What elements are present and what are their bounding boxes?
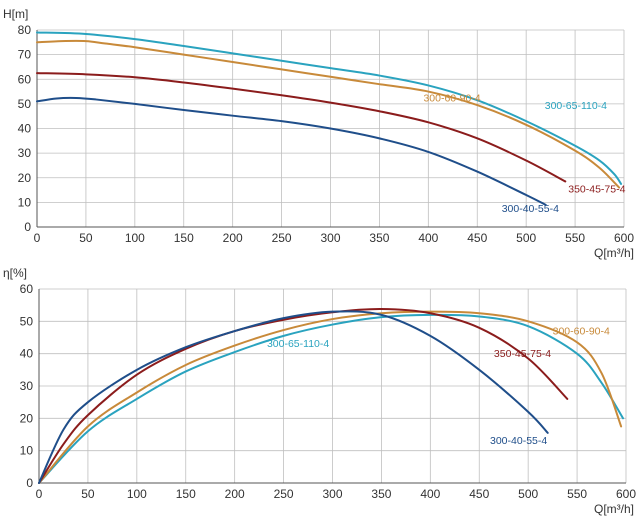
x-tick-label: 550 [565, 231, 585, 245]
series-label-300-40-55-4: 300-40-55-4 [490, 435, 547, 447]
x-tick-label: 0 [34, 231, 41, 245]
x-tick-label: 50 [79, 231, 93, 245]
x-tick-label: 100 [127, 487, 147, 501]
x-tick-label: 500 [518, 487, 538, 501]
x-tick-label: 400 [420, 487, 440, 501]
x-tick-label: 200 [225, 487, 245, 501]
x-axis-label: Q[m³/h] [594, 502, 634, 516]
x-tick-label: 300 [320, 231, 340, 245]
series-line-350-45-75-4 [38, 308, 569, 484]
y-tick-label: 10 [18, 195, 32, 209]
x-tick-label: 550 [567, 487, 587, 501]
y-tick-label: 40 [20, 347, 34, 361]
series-line-300-65-110-4 [38, 313, 625, 484]
y-tick-label: 20 [20, 411, 34, 425]
x-tick-label: 600 [614, 231, 634, 245]
y-tick-label: 0 [24, 220, 31, 234]
x-tick-label: 150 [174, 231, 194, 245]
x-tick-label: 500 [516, 231, 536, 245]
y-tick-label: 80 [18, 23, 32, 37]
chart-panel-efficiency: 0 50 100 150 200 250 300 350 400 450 500 550 600 0 10 2… [3, 266, 636, 516]
series-label-300-65-110-4: 300-65-110-4 [267, 338, 329, 350]
x-tick-label: 300 [322, 487, 342, 501]
x-tick-label: 0 [36, 487, 43, 501]
x-tick-label: 600 [616, 487, 636, 501]
series-label-300-60-90-4: 300-60-90-4 [423, 92, 480, 104]
x-tick-label: 150 [176, 487, 196, 501]
y-axis-label: H[m] [3, 7, 28, 21]
x-tick-label: 350 [371, 487, 391, 501]
x-tick-label: 450 [469, 487, 489, 501]
y-tick-label: 0 [26, 476, 33, 490]
x-tick-label: 100 [125, 231, 145, 245]
y-tick-label: 50 [18, 97, 32, 111]
y-tick-label: 30 [18, 146, 32, 160]
y-tick-label: 60 [18, 72, 32, 86]
x-tick-label: 250 [272, 231, 292, 245]
series-line-300-40-55-4 [36, 96, 547, 206]
x-tick-label: 200 [223, 231, 243, 245]
y-tick-label: 60 [20, 282, 34, 296]
x-axis-label: Q[m³/h] [594, 246, 634, 260]
y-tick-label: 50 [20, 314, 34, 328]
series-line-300-60-90-4 [36, 39, 621, 189]
chart-panel-head: 0 50 100 150 200 250 300 350 400 450 500 550 600 0 10 2… [3, 7, 634, 260]
series-label-300-65-110-4: 300-65-110-4 [545, 100, 607, 112]
series-label-350-45-75-4: 350-45-75-4 [494, 348, 551, 360]
y-tick-label: 40 [18, 122, 32, 136]
x-tick-label: 50 [81, 487, 95, 501]
series-label-350-45-75-4: 350-45-75-4 [568, 184, 625, 196]
series-line-350-45-75-4 [36, 72, 567, 183]
y-tick-label: 70 [18, 48, 32, 62]
y-axis-label: η[%] [3, 266, 27, 280]
series-line-300-65-110-4 [36, 31, 623, 185]
x-tick-label: 250 [274, 487, 294, 501]
series-line-300-60-90-4 [38, 310, 623, 484]
series-label-300-40-55-4: 300-40-55-4 [502, 203, 559, 215]
series-line-300-40-55-4 [38, 310, 549, 484]
y-tick-label: 30 [20, 379, 34, 393]
series-label-300-60-90-4: 300-60-90-4 [553, 325, 610, 337]
x-tick-label: 450 [467, 231, 487, 245]
x-tick-label: 400 [418, 231, 438, 245]
x-tick-label: 350 [369, 231, 389, 245]
y-tick-label: 20 [18, 171, 32, 185]
y-tick-label: 10 [20, 444, 34, 458]
